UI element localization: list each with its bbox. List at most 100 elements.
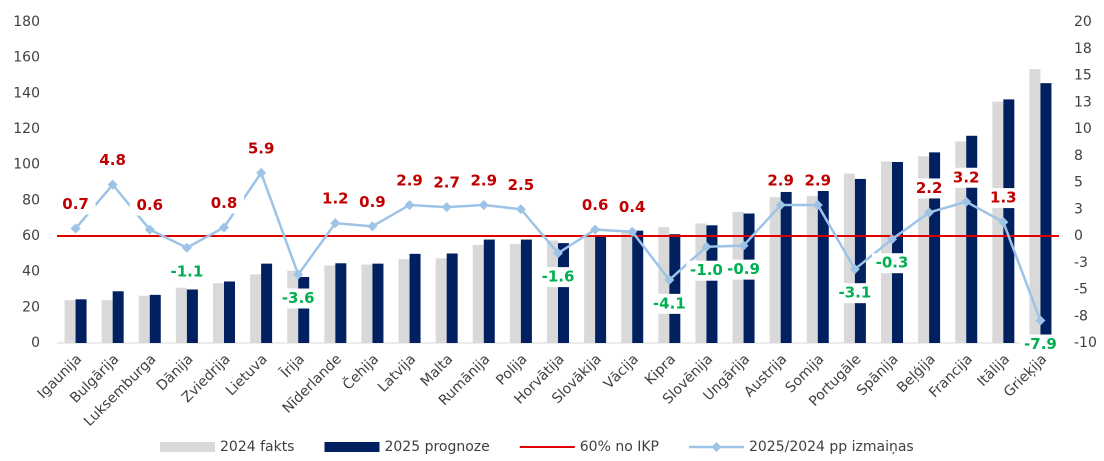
y-tick-label: 100 [13, 157, 40, 173]
legend-label: 2025/2024 pp izmaiņas [749, 439, 914, 455]
label-bg [55, 194, 96, 215]
bar [250, 274, 262, 343]
value-label: -1.0 [690, 261, 723, 279]
value-label: 0.4 [619, 198, 646, 216]
y-tick-label: 80 [22, 192, 40, 208]
marker [181, 242, 192, 253]
bar [398, 259, 410, 343]
bar [817, 190, 829, 343]
bar [372, 263, 384, 343]
marker [664, 274, 675, 285]
marker [998, 217, 1009, 228]
x-tick-label: Vācija [601, 351, 642, 392]
marker [775, 199, 786, 210]
label-bg [241, 138, 282, 159]
marker [70, 223, 81, 234]
value-label: -1.6 [542, 268, 575, 286]
label-bg [352, 192, 393, 213]
y-tick-label: 40 [22, 264, 40, 280]
bar [224, 281, 235, 343]
y-tick-label: 20 [22, 299, 40, 315]
marker [144, 224, 155, 235]
marker [924, 207, 935, 218]
bar [335, 263, 347, 343]
y2-tick-label: -8 [1074, 308, 1088, 324]
label-bg [315, 189, 356, 210]
bar [892, 161, 903, 343]
label-bg [426, 173, 467, 194]
marker [404, 199, 415, 210]
bar [658, 227, 670, 343]
legend-swatch [160, 442, 215, 452]
legend-swatch [324, 442, 380, 452]
bar [806, 195, 818, 343]
value-label: 2.5 [508, 176, 535, 194]
bar [881, 161, 892, 343]
label-bg [686, 260, 727, 281]
label-bg [463, 170, 504, 191]
value-label: 0.6 [582, 196, 609, 214]
marker [293, 269, 304, 280]
y-tick-label: 160 [13, 50, 40, 66]
value-label: 4.8 [99, 151, 126, 169]
bar [1003, 99, 1015, 343]
label-bg [797, 170, 838, 191]
marker [256, 167, 267, 178]
x-tick-label: Spānija [854, 351, 902, 399]
marker [330, 218, 341, 229]
legend-label: 2025 prognoze [384, 439, 489, 455]
value-label: 2.7 [433, 174, 460, 192]
value-label: 2.9 [767, 171, 794, 189]
bar [780, 191, 792, 343]
bar [547, 240, 558, 343]
value-label: -1.1 [170, 262, 203, 280]
bar [632, 230, 644, 343]
legend-label: 60% no IKP [580, 439, 659, 455]
bar [509, 244, 521, 343]
value-label: -0.3 [876, 254, 909, 272]
bar [621, 231, 633, 343]
y2-tick-label: -10 [1074, 335, 1097, 351]
y2-tick-label: 8 [1074, 148, 1083, 164]
y-tick-label: 120 [13, 121, 40, 137]
bar [955, 141, 967, 343]
label-bg [834, 283, 875, 304]
y2-tick-label: 0 [1074, 228, 1083, 244]
bar [446, 253, 458, 343]
bar [1029, 69, 1041, 343]
bar [918, 156, 930, 343]
y2-tick-label: -5 [1074, 282, 1088, 298]
marker [219, 222, 229, 233]
label-bg [166, 261, 207, 282]
bar [186, 289, 198, 343]
bar [669, 234, 681, 343]
value-label: -7.9 [1024, 335, 1057, 353]
label-bg [760, 170, 801, 191]
legend-marker [711, 442, 722, 452]
value-label: -3.1 [838, 284, 871, 302]
bar [558, 243, 569, 343]
bar [261, 263, 273, 343]
y-tick-label: 60 [22, 228, 40, 244]
marker [553, 248, 563, 259]
bar [75, 299, 87, 343]
marker [441, 202, 452, 213]
value-label: 2.9 [470, 171, 497, 189]
marker [1035, 315, 1046, 326]
label-bg [872, 253, 912, 274]
y2-tick-label: 10 [1074, 121, 1092, 137]
marker [738, 240, 749, 251]
value-label: 5.9 [248, 139, 275, 157]
marker [478, 199, 489, 210]
y2-tick-label: 3 [1074, 201, 1083, 217]
label-bg [278, 288, 319, 309]
value-label: -4.1 [653, 294, 686, 312]
value-label: 0.7 [62, 195, 89, 213]
y-tick-label: 140 [13, 85, 40, 101]
marker [812, 199, 823, 210]
y2-tick-label: 13 [1074, 94, 1092, 110]
marker [627, 226, 638, 237]
bar [361, 264, 373, 343]
value-label: 1.3 [990, 189, 1017, 207]
